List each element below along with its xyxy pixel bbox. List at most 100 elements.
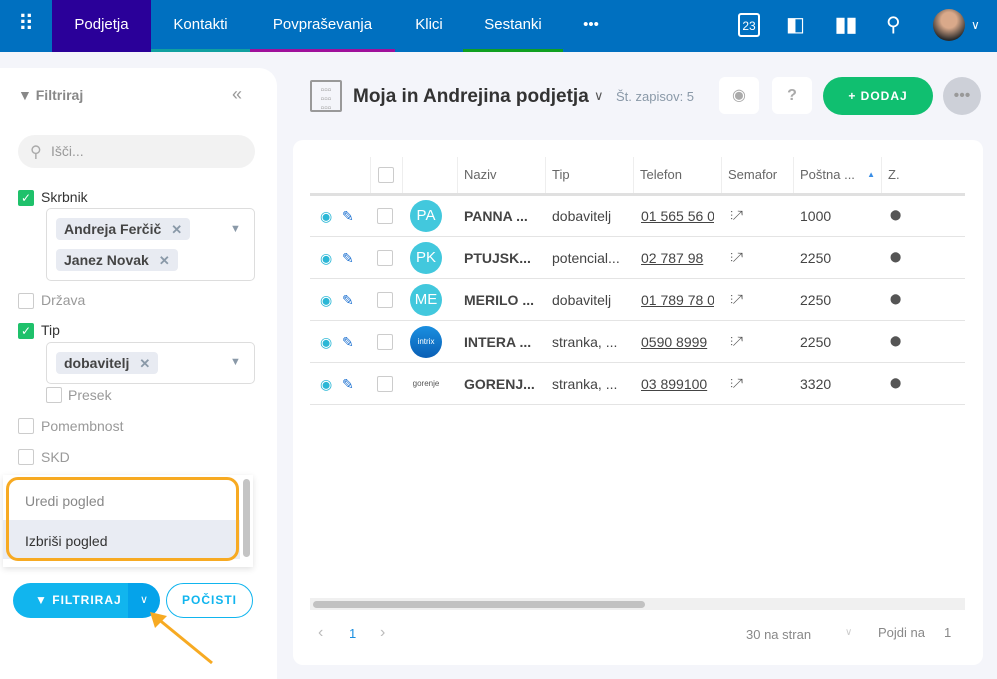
table-row[interactable]: ◉ ✎ gorenje GORENJ... stranka, ... 03 89… <box>310 363 965 405</box>
more-tabs-button[interactable]: ••• <box>583 16 599 33</box>
row-checkbox[interactable] <box>377 334 393 350</box>
sort-icon[interactable]: ▲ <box>867 170 875 179</box>
collapse-icon[interactable]: « <box>232 84 243 104</box>
chevron-down-icon[interactable]: ∨ <box>594 88 604 103</box>
table-row[interactable]: ◉ ✎ PA PANNA ... dobavitelj 01 565 56 0 … <box>310 195 965 237</box>
semafor-icon[interactable]: ⫶↗ <box>730 209 743 223</box>
outlook-icon[interactable]: ◧ <box>786 14 805 36</box>
goto-page-input[interactable]: 1 <box>944 625 952 640</box>
chevron-down-icon[interactable]: ∨ <box>971 18 980 32</box>
more-options-icon[interactable]: ••• <box>943 77 981 115</box>
tab-1[interactable]: Kontakti <box>151 0 250 52</box>
row-checkbox[interactable] <box>377 208 393 224</box>
company-name[interactable]: GORENJ... <box>464 376 535 392</box>
filter-button[interactable]: ▼ FILTRIRAJ <box>13 583 128 618</box>
tab-0[interactable]: Podjetja <box>52 0 151 52</box>
phone-link[interactable]: 01 789 78 0 <box>641 292 714 308</box>
calendar-icon[interactable]: 23 <box>738 13 760 37</box>
menu-item-delete-view[interactable]: Izbriši pogled <box>25 533 108 549</box>
remove-icon[interactable]: ✕ <box>158 253 170 268</box>
map-pin-icon[interactable]: ⬤ <box>890 378 902 389</box>
row-checkbox[interactable] <box>377 250 393 266</box>
column-header[interactable]: Telefon <box>633 157 721 193</box>
company-name[interactable]: PANNA ... <box>464 208 528 224</box>
column-header[interactable]: Z. <box>881 157 965 193</box>
add-button[interactable]: + DODAJ <box>823 77 933 115</box>
table-row[interactable]: ◉ ✎ intrix INTERA ... stranka, ... 0590 … <box>310 321 965 363</box>
map-pin-icon[interactable]: ⬤ <box>890 210 902 221</box>
view-icon[interactable]: ◉ <box>320 376 333 392</box>
chevron-down-icon[interactable]: ∨ <box>845 627 853 638</box>
edit-icon[interactable]: ✎ <box>342 334 354 350</box>
view-icon[interactable]: ◉ <box>320 334 333 350</box>
page-1-button[interactable]: 1 <box>349 626 357 641</box>
edit-icon[interactable]: ✎ <box>342 376 354 392</box>
phone-link[interactable]: 01 565 56 0 <box>641 208 714 224</box>
company-name[interactable]: INTERA ... <box>464 334 532 350</box>
map-pin-icon[interactable]: ⬤ <box>890 252 902 263</box>
search-icon[interactable]: ⚲ <box>886 14 901 36</box>
edit-icon[interactable]: ✎ <box>342 292 354 308</box>
checkbox-presek[interactable] <box>46 387 62 403</box>
dropdown-caret-icon[interactable]: ▼ <box>230 223 241 235</box>
row-checkbox[interactable] <box>377 292 393 308</box>
scrollbar-thumb[interactable] <box>313 601 645 608</box>
filter-label-skrbnik: Skrbnik <box>41 189 88 205</box>
semafor-icon[interactable]: ⫶↗ <box>730 377 743 391</box>
remove-icon[interactable]: ✕ <box>171 222 183 237</box>
column-header[interactable]: Semafor <box>721 157 793 193</box>
company-name[interactable]: MERILO ... <box>464 292 534 308</box>
view-title[interactable]: Moja in Andrejina podjetja <box>353 86 589 107</box>
column-header[interactable]: Tip <box>545 157 633 193</box>
checkbox-skd[interactable] <box>18 449 34 465</box>
user-avatar[interactable] <box>933 9 965 41</box>
per-page-select[interactable]: 30 na stran <box>746 627 812 642</box>
semafor-icon[interactable]: ⫶↗ <box>730 251 743 265</box>
semafor-icon[interactable]: ⫶↗ <box>730 293 743 307</box>
column-header[interactable]: Naziv <box>457 157 545 193</box>
phone-link[interactable]: 03 899100 <box>641 376 708 392</box>
filter-options-dropdown[interactable]: ∨ <box>128 583 160 618</box>
view-icon[interactable]: ◉ <box>320 208 333 224</box>
checkbox-skrbnik[interactable]: ✓ <box>18 190 34 206</box>
view-icon[interactable]: ◉ <box>320 292 333 308</box>
edit-icon[interactable]: ✎ <box>342 250 354 266</box>
next-page-button[interactable]: › <box>380 624 386 641</box>
phone-link[interactable]: 0590 8999 <box>641 334 708 350</box>
remove-icon[interactable]: ✕ <box>139 356 151 371</box>
eye-icon[interactable]: ◉ <box>719 77 759 114</box>
companies-table: Naziv Tip Telefon Semafor Poštna ... ▲ Z. ◉ ✎ … <box>293 140 983 665</box>
apps-grid-icon[interactable]: ⠿ <box>18 11 35 36</box>
filter-label-drzava: Država <box>41 292 86 308</box>
table-row[interactable]: ◉ ✎ ME MERILO ... dobavitelj 01 789 78 0… <box>310 279 965 321</box>
tab-4[interactable]: Sestanki <box>463 0 563 52</box>
avatar-column <box>402 157 457 193</box>
search-input[interactable]: ⚲ Išči... <box>18 135 255 168</box>
clear-button[interactable]: POČISTI <box>166 583 253 618</box>
company-name[interactable]: PTUJSK... <box>464 250 531 266</box>
view-icon[interactable]: ◉ <box>320 250 333 266</box>
table-row[interactable]: ◉ ✎ PK PTUJSK... potencial... 02 787 98 … <box>310 237 965 279</box>
column-header[interactable]: Poštna ... ▲ <box>793 157 881 193</box>
tab-3[interactable]: Klici <box>395 0 463 52</box>
skrbnik-select[interactable]: Andreja Ferčič ✕ Janez Novak ✕ ▼ <box>46 208 255 281</box>
tab-2[interactable]: Povpraševanja <box>250 0 395 52</box>
map-pin-icon[interactable]: ⬤ <box>890 294 902 305</box>
prev-page-button[interactable]: ‹ <box>318 624 324 641</box>
chart-icon[interactable]: ▮▮ <box>835 14 858 36</box>
dropdown-caret-icon[interactable]: ▼ <box>230 356 241 368</box>
checkbox-drzava[interactable] <box>18 293 34 309</box>
map-pin-icon[interactable]: ⬤ <box>890 336 902 347</box>
row-checkbox[interactable] <box>377 376 393 392</box>
semafor-icon[interactable]: ⫶↗ <box>730 335 743 349</box>
select-all-checkbox[interactable] <box>378 167 394 183</box>
menu-item-edit-view[interactable]: Uredi pogled <box>25 493 105 509</box>
horizontal-scrollbar-track[interactable] <box>310 598 965 610</box>
checkbox-pomembnost[interactable] <box>18 418 34 434</box>
phone-link[interactable]: 02 787 98 <box>641 250 704 266</box>
tip-select[interactable]: dobavitelj ✕ ▼ <box>46 342 255 384</box>
help-icon[interactable]: ? <box>772 77 812 114</box>
edit-icon[interactable]: ✎ <box>342 208 354 224</box>
scrollbar[interactable] <box>243 479 250 557</box>
checkbox-tip[interactable]: ✓ <box>18 323 34 339</box>
